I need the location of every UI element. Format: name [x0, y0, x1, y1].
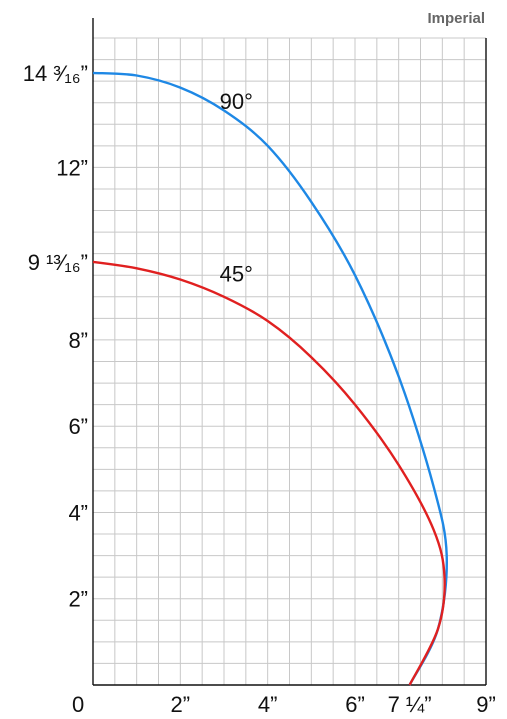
y-tick-label: 8”	[68, 328, 88, 353]
units-badge: Imperial	[427, 10, 485, 27]
chart-grid	[92, 37, 487, 686]
y-tick-label: 4”	[68, 500, 88, 525]
y-tick-label: 2”	[68, 587, 88, 612]
curve-labels: 90° 45°	[220, 89, 253, 287]
curve-label-1: 45°	[220, 262, 253, 287]
y-tick-label: 9 ¹³⁄₁₆”	[28, 250, 88, 275]
x-tick-label: 4”	[258, 692, 278, 717]
x-tick-labels: 0 2” 4” 6” 7 ¼” 9”	[72, 692, 496, 717]
chart-series	[92, 71, 448, 686]
x-tick-label: 2”	[171, 692, 191, 717]
y-tick-label: 14 ³⁄₁₆”	[23, 61, 88, 86]
x-tick-label: 0	[72, 692, 84, 717]
y-tick-label: 6”	[68, 414, 88, 439]
x-tick-label: 6”	[345, 692, 365, 717]
series-line-0	[92, 71, 448, 686]
chart-axes	[92, 18, 487, 686]
series-line-1	[92, 260, 446, 686]
y-tick-label: 12”	[56, 155, 88, 180]
x-tick-label: 7 ¼”	[388, 692, 432, 717]
y-tick-labels: 2” 4” 6” 8” 9 ¹³⁄₁₆” 12” 14 ³⁄₁₆”	[23, 61, 88, 612]
curve-label-0: 90°	[220, 89, 253, 114]
x-tick-label: 9”	[476, 692, 496, 717]
